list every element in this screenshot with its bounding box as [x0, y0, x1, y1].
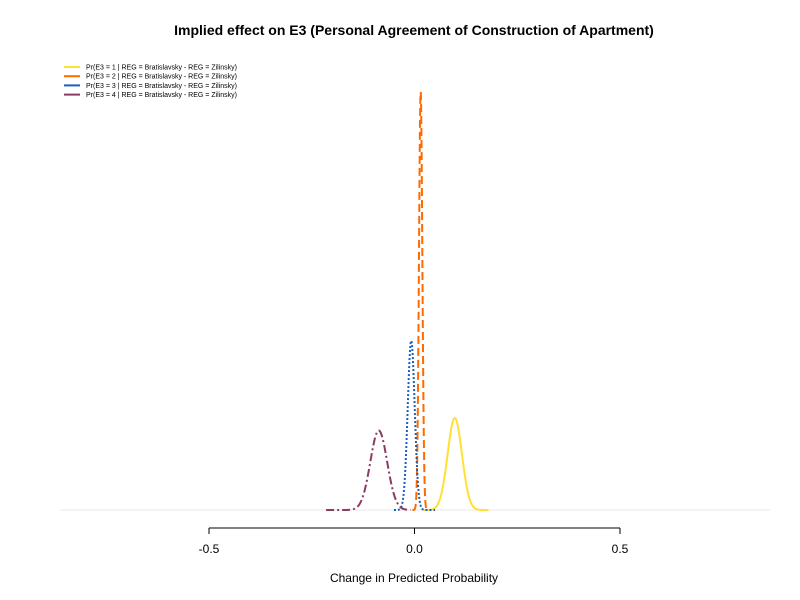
- legend: Pr(E3 = 1 | REG = Bratislavsky - REG = Z…: [64, 65, 237, 99]
- legend-label-3: Pr(E3 = 3 | REG = Bratislavsky - REG = Z…: [86, 83, 237, 90]
- chart-title: Implied effect on E3 (Personal Agreement…: [174, 22, 654, 38]
- legend-label-1: Pr(E3 = 1 | REG = Bratislavsky - REG = Z…: [86, 65, 237, 72]
- density-curves: [326, 91, 489, 511]
- x-axis: -0.5 0.0 0.5: [199, 527, 629, 556]
- series-line-1: [422, 417, 489, 511]
- x-axis-label: Change in Predicted Probability: [330, 571, 498, 585]
- legend-label-2: Pr(E3 = 2 | REG = Bratislavsky - REG = Z…: [86, 74, 237, 81]
- series-line-3: [393, 338, 436, 511]
- x-tick-label: 0.0: [406, 542, 423, 556]
- legend-label-4: Pr(E3 = 4 | REG = Bratislavsky - REG = Z…: [86, 92, 237, 99]
- x-tick-label: -0.5: [199, 542, 220, 556]
- series-line-4: [326, 429, 411, 511]
- x-tick-label: 0.5: [612, 542, 629, 556]
- series-line-2: [412, 91, 429, 511]
